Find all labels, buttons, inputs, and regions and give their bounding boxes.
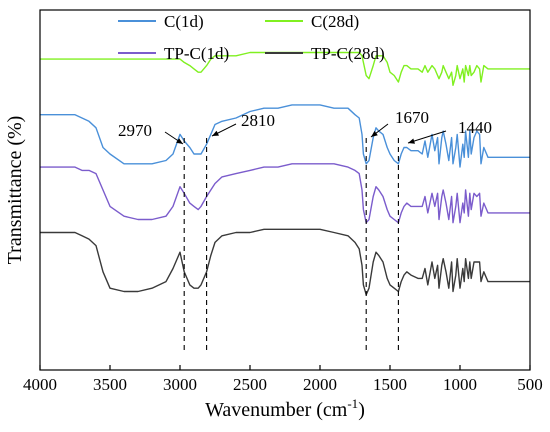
x-tick-label: 500 bbox=[517, 375, 543, 394]
annotation-label-1670: 1670 bbox=[395, 108, 429, 127]
x-axis-label-main: Wavenumber (cm bbox=[205, 399, 348, 421]
annotation-arrowhead-1670 bbox=[371, 130, 378, 137]
legend-label-3: TP-C(28d) bbox=[311, 44, 385, 63]
series-line-0 bbox=[40, 51, 530, 86]
series-line-3 bbox=[40, 228, 530, 296]
x-tick-label: 1000 bbox=[443, 375, 477, 394]
annotation-arrowhead-2810 bbox=[212, 130, 219, 136]
annotation-label-2970: 2970 bbox=[118, 121, 152, 140]
x-axis-label: Wavenumber (cm-1) bbox=[205, 396, 365, 421]
x-axis-ticks: 4000 3500 3000 2500 2000 1500 1000 500 bbox=[23, 365, 543, 394]
annotation-labels: 2970 2810 1670 1440 bbox=[118, 108, 492, 145]
y-axis-label: Transmittance (%) bbox=[4, 116, 26, 265]
legend-label-1: C(28d) bbox=[311, 12, 359, 31]
x-tick-label: 3000 bbox=[163, 375, 197, 394]
legend-label-0: C(1d) bbox=[164, 12, 204, 31]
annotation-label-1440: 1440 bbox=[458, 118, 492, 137]
plot-frame bbox=[39, 9, 531, 371]
x-tick-label: 2000 bbox=[303, 375, 337, 394]
x-axis-label-end: ) bbox=[358, 399, 365, 421]
series-line-2 bbox=[40, 163, 530, 224]
x-tick-label: 3500 bbox=[93, 375, 127, 394]
annotation-lines bbox=[183, 138, 399, 352]
legend-label-2: TP-C(1d) bbox=[164, 44, 229, 63]
x-tick-label: 4000 bbox=[23, 375, 57, 394]
series-lines bbox=[40, 51, 530, 296]
series-line-1 bbox=[40, 104, 530, 168]
annotation-arrowhead-2970 bbox=[176, 138, 183, 144]
x-tick-label: 2500 bbox=[233, 375, 267, 394]
x-tick-label: 1500 bbox=[373, 375, 407, 394]
x-axis-label-sup: -1 bbox=[347, 396, 358, 411]
annotation-label-2810: 2810 bbox=[241, 111, 275, 130]
annotation-arrowhead-1440 bbox=[408, 138, 415, 144]
annotation-arrow-1440 bbox=[407, 130, 447, 144]
legend: C(1d) C(28d) TP-C(1d) TP-C(28d) bbox=[118, 12, 385, 63]
